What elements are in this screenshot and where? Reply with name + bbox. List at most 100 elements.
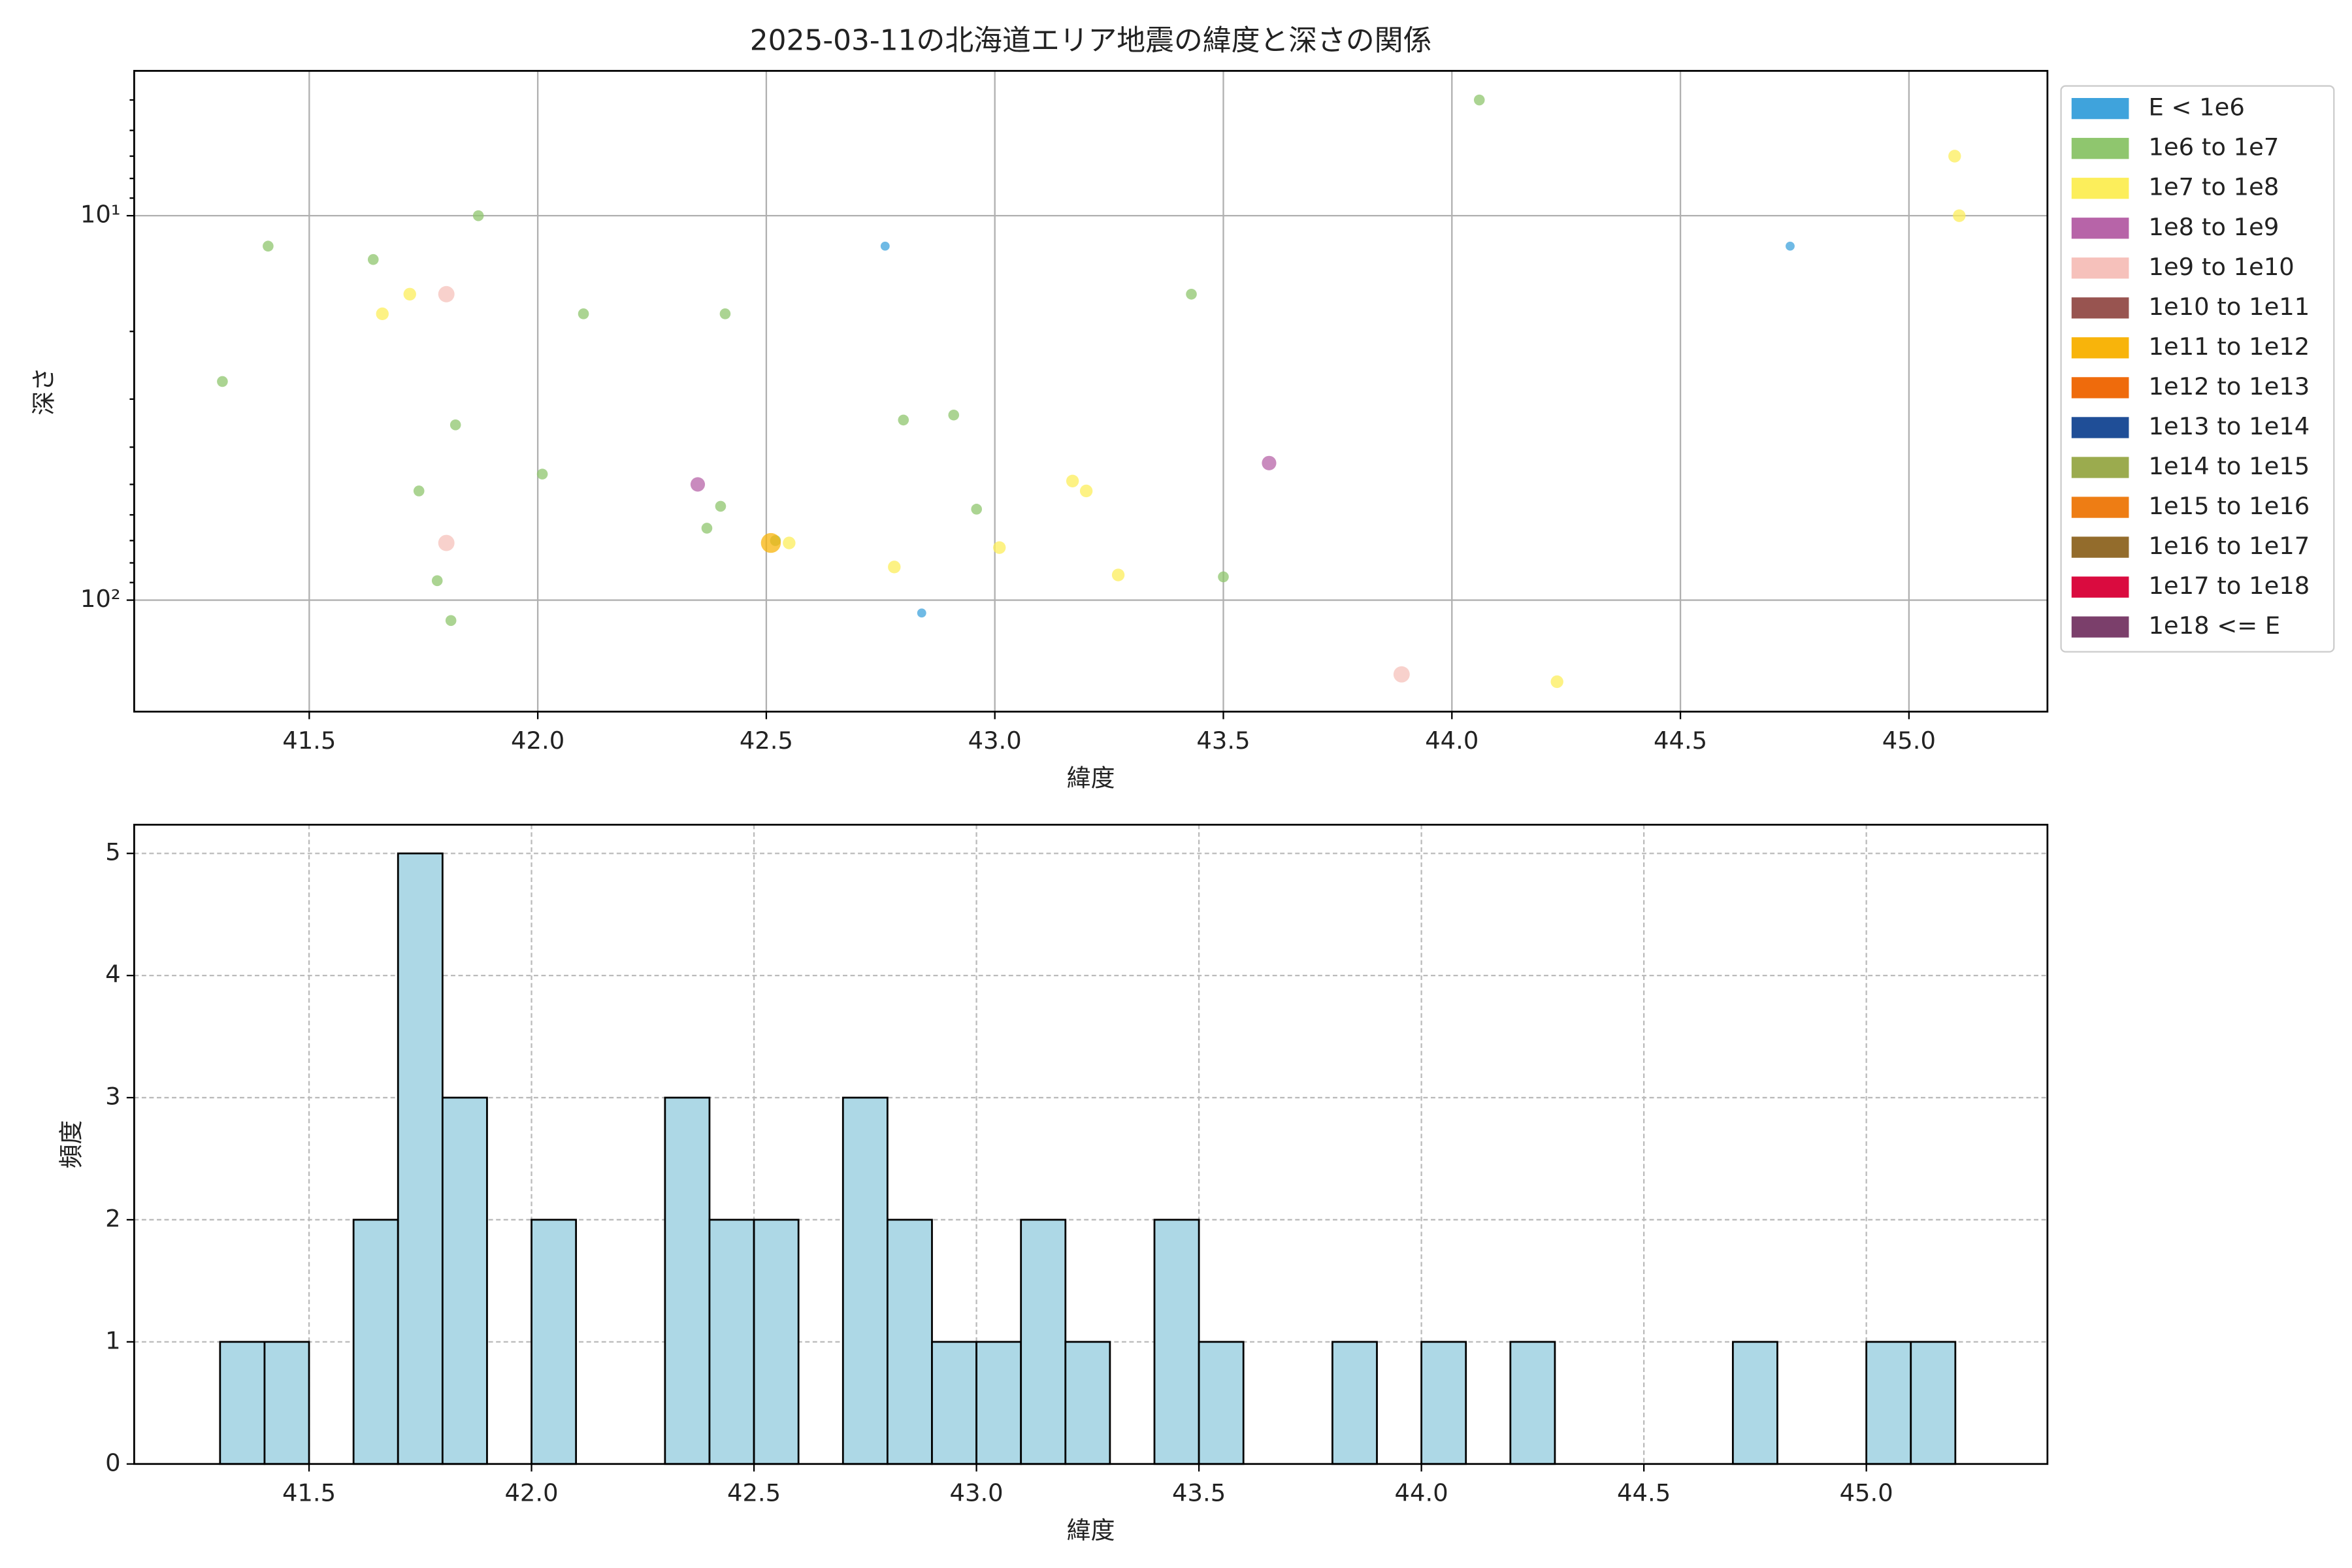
x-tick-label: 41.5: [282, 1478, 336, 1507]
data-point: [1079, 484, 1093, 498]
y-tick-label: 2: [105, 1204, 120, 1232]
data-point: [472, 210, 484, 221]
legend-swatch: [2071, 497, 2129, 518]
data-point: [715, 500, 727, 512]
legend-swatch: [2071, 138, 2129, 159]
legend-label: 1e13 to 1e14: [2148, 412, 2310, 440]
legend-label: 1e8 to 1e9: [2148, 213, 2279, 241]
bar: [931, 1341, 977, 1465]
bar: [753, 1218, 800, 1465]
x-tick-label: 42.5: [727, 1478, 781, 1507]
bar: [975, 1341, 1022, 1465]
data-point: [1786, 241, 1795, 251]
data-point: [1111, 568, 1125, 581]
x-tick-label: 43.5: [1172, 1478, 1226, 1507]
bar: [219, 1341, 266, 1465]
data-point: [1393, 666, 1410, 683]
bar: [1064, 1341, 1111, 1465]
data-point: [760, 532, 781, 553]
bar: [1509, 1341, 1556, 1465]
legend-label: 1e15 to 1e16: [2148, 492, 2310, 520]
y-tick-label: 10¹: [80, 201, 121, 229]
data-point: [971, 504, 983, 515]
legend-label: 1e7 to 1e8: [2148, 173, 2279, 201]
bar: [1731, 1341, 1778, 1465]
data-point: [880, 241, 890, 251]
legend-swatch: [2071, 257, 2129, 279]
chart-title: 2025-03-11の北海道エリア地震の緯度と深さの関係: [750, 24, 1432, 57]
legend-label: 1e17 to 1e18: [2148, 572, 2310, 600]
y-tick-label: 0: [105, 1448, 120, 1477]
bar: [708, 1218, 755, 1465]
legend-label: 1e14 to 1e15: [2148, 452, 2310, 480]
data-point: [367, 253, 379, 265]
data-point: [263, 240, 274, 252]
data-point: [536, 468, 548, 480]
legend-label: 1e9 to 1e10: [2148, 253, 2294, 281]
bar: [1198, 1341, 1245, 1465]
y-tick-label: 10²: [80, 585, 121, 613]
data-point: [413, 485, 425, 497]
x-tick-label: 45.0: [1882, 727, 1936, 755]
bar: [886, 1218, 933, 1465]
plot-frame: [133, 70, 2049, 713]
data-point: [445, 615, 457, 627]
x-tick-label: 42.5: [740, 727, 793, 755]
bar: [1153, 1218, 1200, 1465]
data-point: [888, 561, 901, 574]
legend-label: 1e6 to 1e7: [2148, 133, 2279, 161]
bar: [1020, 1218, 1067, 1465]
legend-swatch: [2071, 457, 2129, 478]
x-tick-label: 43.0: [949, 1478, 1003, 1507]
bar: [397, 852, 444, 1465]
bar: [1865, 1341, 1912, 1465]
data-point: [1473, 94, 1485, 106]
y-tick-label: 4: [105, 960, 120, 988]
legend-label: 1e12 to 1e13: [2148, 372, 2310, 400]
data-point: [438, 286, 455, 302]
legend-box: [2060, 85, 2335, 653]
data-point: [438, 534, 455, 551]
data-point: [917, 608, 926, 618]
data-point: [1218, 571, 1229, 583]
legend-swatch: [2071, 417, 2129, 438]
legend-label: 1e16 to 1e17: [2148, 532, 2310, 560]
x-tick-label: 44.5: [1654, 727, 1707, 755]
data-point: [690, 477, 706, 492]
y-axis-label: 頻度: [57, 1120, 85, 1169]
y-tick-label: 5: [105, 838, 120, 866]
bar: [1420, 1341, 1467, 1465]
y-tick-label: 1: [105, 1326, 120, 1354]
legend-swatch: [2071, 98, 2129, 120]
legend-swatch: [2071, 536, 2129, 558]
data-point: [431, 575, 443, 587]
data-point: [701, 523, 713, 534]
bar: [664, 1096, 711, 1465]
x-tick-label: 42.0: [504, 1478, 558, 1507]
x-tick-label: 44.0: [1425, 727, 1478, 755]
bar: [1910, 1341, 1957, 1465]
x-tick-label: 44.5: [1617, 1478, 1671, 1507]
bar: [531, 1218, 578, 1465]
data-point: [948, 409, 960, 421]
data-point: [578, 308, 589, 319]
legend-swatch: [2071, 337, 2129, 359]
x-tick-label: 42.0: [511, 727, 564, 755]
data-point: [403, 287, 416, 301]
legend-label: 1e18 <= E: [2148, 612, 2280, 640]
x-tick-label: 41.5: [282, 727, 336, 755]
y-axis-label: 深さ: [30, 367, 58, 416]
data-point: [993, 541, 1006, 554]
bar: [841, 1096, 889, 1465]
data-point: [1550, 675, 1563, 689]
legend-label: 1e10 to 1e11: [2148, 293, 2310, 321]
data-point: [1953, 209, 1966, 222]
data-point: [376, 307, 389, 321]
legend-swatch: [2071, 576, 2129, 598]
legend-swatch: [2071, 218, 2129, 239]
legend-label: E < 1e6: [2148, 93, 2244, 122]
bar: [441, 1096, 488, 1465]
legend-swatch: [2071, 616, 2129, 638]
